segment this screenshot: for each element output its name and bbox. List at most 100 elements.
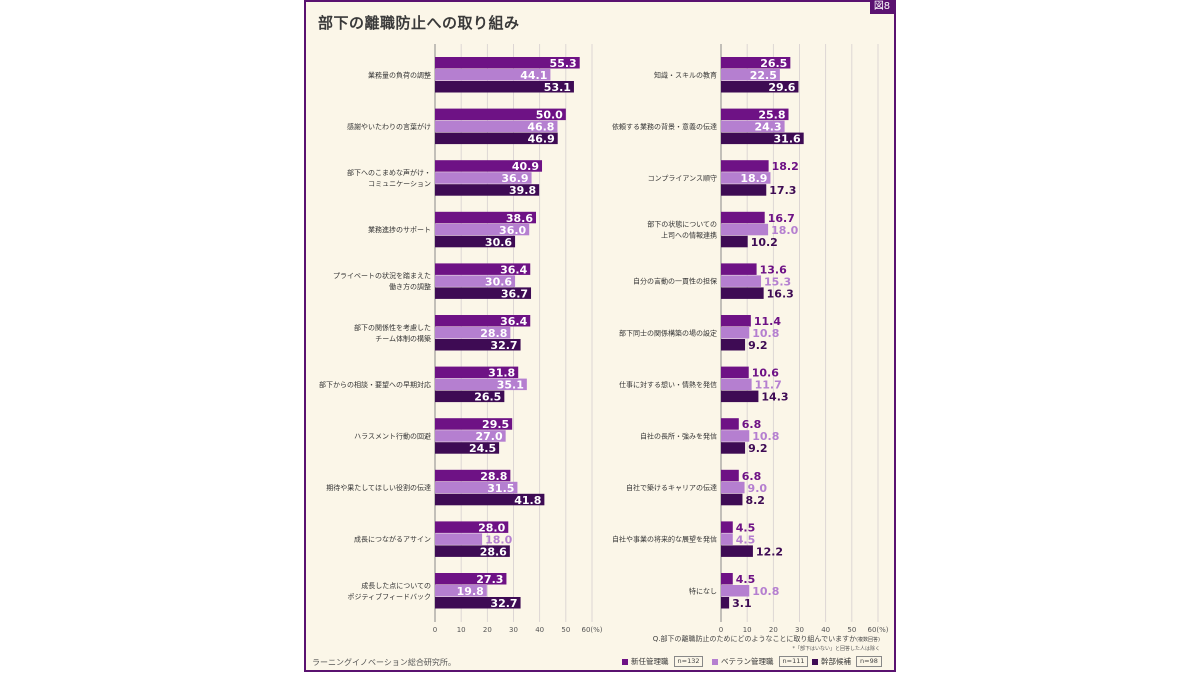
bar: [435, 378, 527, 391]
bar: [435, 585, 487, 597]
bar: [435, 545, 510, 557]
data-label: 22.5: [750, 69, 777, 82]
bar: [435, 263, 531, 275]
category-label-line: チーム体制の構築: [375, 334, 431, 343]
data-label: 44.1: [520, 69, 547, 82]
legend-label: ベテラン管理職: [721, 657, 774, 666]
bar: [721, 120, 785, 133]
data-label: 24.3: [754, 121, 781, 134]
bar: [435, 108, 566, 121]
data-label: 28.8: [480, 327, 507, 340]
legend-swatch: [812, 658, 818, 665]
data-label: 36.0: [499, 224, 526, 237]
bar: [435, 327, 511, 339]
category-label-line: 自社で築けるキャリアの伝達: [626, 483, 717, 492]
category-label-line: コミュニケーション: [368, 180, 431, 188]
legend-label: 幹部候補: [821, 657, 851, 666]
category-label-line: プライベートの状況を踏まえた: [333, 271, 431, 280]
data-label: 6.8: [742, 418, 762, 431]
category-label-line: 成長した点についての: [361, 581, 431, 590]
bar: [721, 366, 749, 379]
data-label: 18.0: [485, 533, 512, 546]
category-label-line: コンプライアンス順守: [648, 173, 717, 182]
category-label: 部下の関係性を考慮したチーム体制の構築: [354, 323, 431, 343]
footnote: *「部下はいない」と回答した人は除く: [792, 646, 880, 652]
data-label: 31.8: [488, 367, 515, 380]
x-tick-label: 0: [433, 626, 437, 634]
data-label: 50.0: [536, 109, 563, 122]
category-label: コンプライアンス順守: [648, 173, 717, 182]
figure-label: 図8: [870, 0, 894, 14]
category-label: 成長につながるアサイン: [354, 535, 431, 544]
data-label: 36.4: [500, 263, 527, 276]
chart-panel-2: 0 10 20 30 40 50 60(%) 知識・スキルの教育 26.522.529.6 依頼す…: [612, 44, 889, 634]
x-tick-label: 0: [719, 626, 723, 634]
data-label: 46.9: [528, 133, 555, 146]
data-label: 31.5: [487, 482, 514, 495]
category-label-line: 感謝やいたわりの言葉がけ: [347, 122, 431, 131]
bar: [721, 223, 769, 236]
data-label: 35.1: [497, 379, 524, 392]
bar: [721, 597, 730, 609]
data-label: 27.3: [476, 573, 503, 586]
bar: [721, 585, 750, 597]
category-label: 自社の長所・強みを発信: [640, 431, 717, 440]
category-label-line: ハラスメント行動の回避: [354, 431, 431, 440]
category-label: 知識・スキルの教育: [654, 70, 717, 79]
data-label: 6.8: [742, 470, 762, 483]
bar: [435, 481, 518, 494]
data-label: 12.2: [756, 545, 783, 558]
category-label-line: 期待や果たしてほしい役割の伝達: [326, 483, 431, 492]
bar: [435, 315, 531, 327]
data-label: 18.2: [772, 160, 799, 173]
data-label: 41.8: [514, 494, 541, 507]
legend-swatch: [712, 658, 718, 665]
bar: [721, 235, 748, 248]
data-label: 4.5: [736, 521, 756, 534]
bar: [435, 418, 513, 430]
legend-sample-size: n=98: [856, 656, 882, 667]
source-credit: ラーニングイノベーション総合研究所。: [312, 658, 456, 667]
data-label: 36.4: [500, 315, 527, 328]
category-label: 部下からの相談・要望への早期対応: [319, 380, 431, 389]
bar: [721, 315, 751, 327]
survey-question: Q.部下の離職防止のためにどのようなことに取り組んでいますか(複数回答): [600, 634, 880, 644]
question-text: Q.部下の離職防止のためにどのようなことに取り組んでいますか: [652, 635, 857, 643]
bar: [721, 521, 733, 533]
data-label: 4.5: [736, 573, 756, 586]
bar: [435, 69, 551, 81]
x-tick-label: 20: [769, 626, 778, 634]
bar: [721, 469, 739, 482]
category-label: 自社で築けるキャリアの伝達: [626, 483, 717, 492]
data-label: 28.8: [480, 470, 507, 483]
category-label-line: 部下からの相談・要望への早期対応: [319, 380, 431, 389]
bar: [721, 573, 733, 585]
bar: [721, 545, 753, 557]
x-tick-label: 50: [847, 626, 856, 634]
bar: [721, 339, 746, 351]
category-label: 業務量の負荷の調整: [368, 70, 431, 79]
data-label: 10.6: [752, 367, 779, 380]
x-tick-label: 60(%): [867, 626, 888, 634]
category-label: 特になし: [689, 586, 717, 595]
bar: [435, 521, 509, 533]
question-suffix: (複数回答): [856, 637, 880, 643]
bar: [721, 57, 791, 69]
data-label: 25.8: [758, 109, 785, 122]
data-label: 10.8: [752, 430, 779, 443]
bar: [721, 160, 769, 172]
data-label: 30.6: [485, 275, 512, 288]
data-label: 32.7: [490, 339, 517, 352]
bar: [435, 390, 505, 403]
category-label-line: 自社の長所・強みを発信: [640, 431, 717, 440]
category-label: プライベートの状況を踏まえた働き方の調整: [333, 271, 431, 291]
bar: [435, 597, 521, 609]
bar: [721, 533, 733, 545]
data-label: 29.6: [768, 81, 795, 94]
data-label: 14.3: [761, 391, 788, 404]
category-label: 依頼する業務の背景・意義の伝達: [612, 122, 717, 131]
bar: [435, 132, 558, 145]
x-tick-label: 40: [821, 626, 830, 634]
data-label: 11.7: [755, 379, 782, 392]
